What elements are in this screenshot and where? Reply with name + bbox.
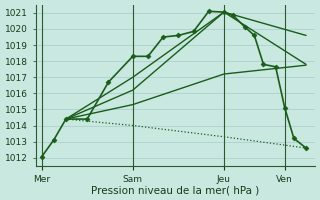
X-axis label: Pression niveau de la mer( hPa ): Pression niveau de la mer( hPa ) xyxy=(91,185,260,195)
